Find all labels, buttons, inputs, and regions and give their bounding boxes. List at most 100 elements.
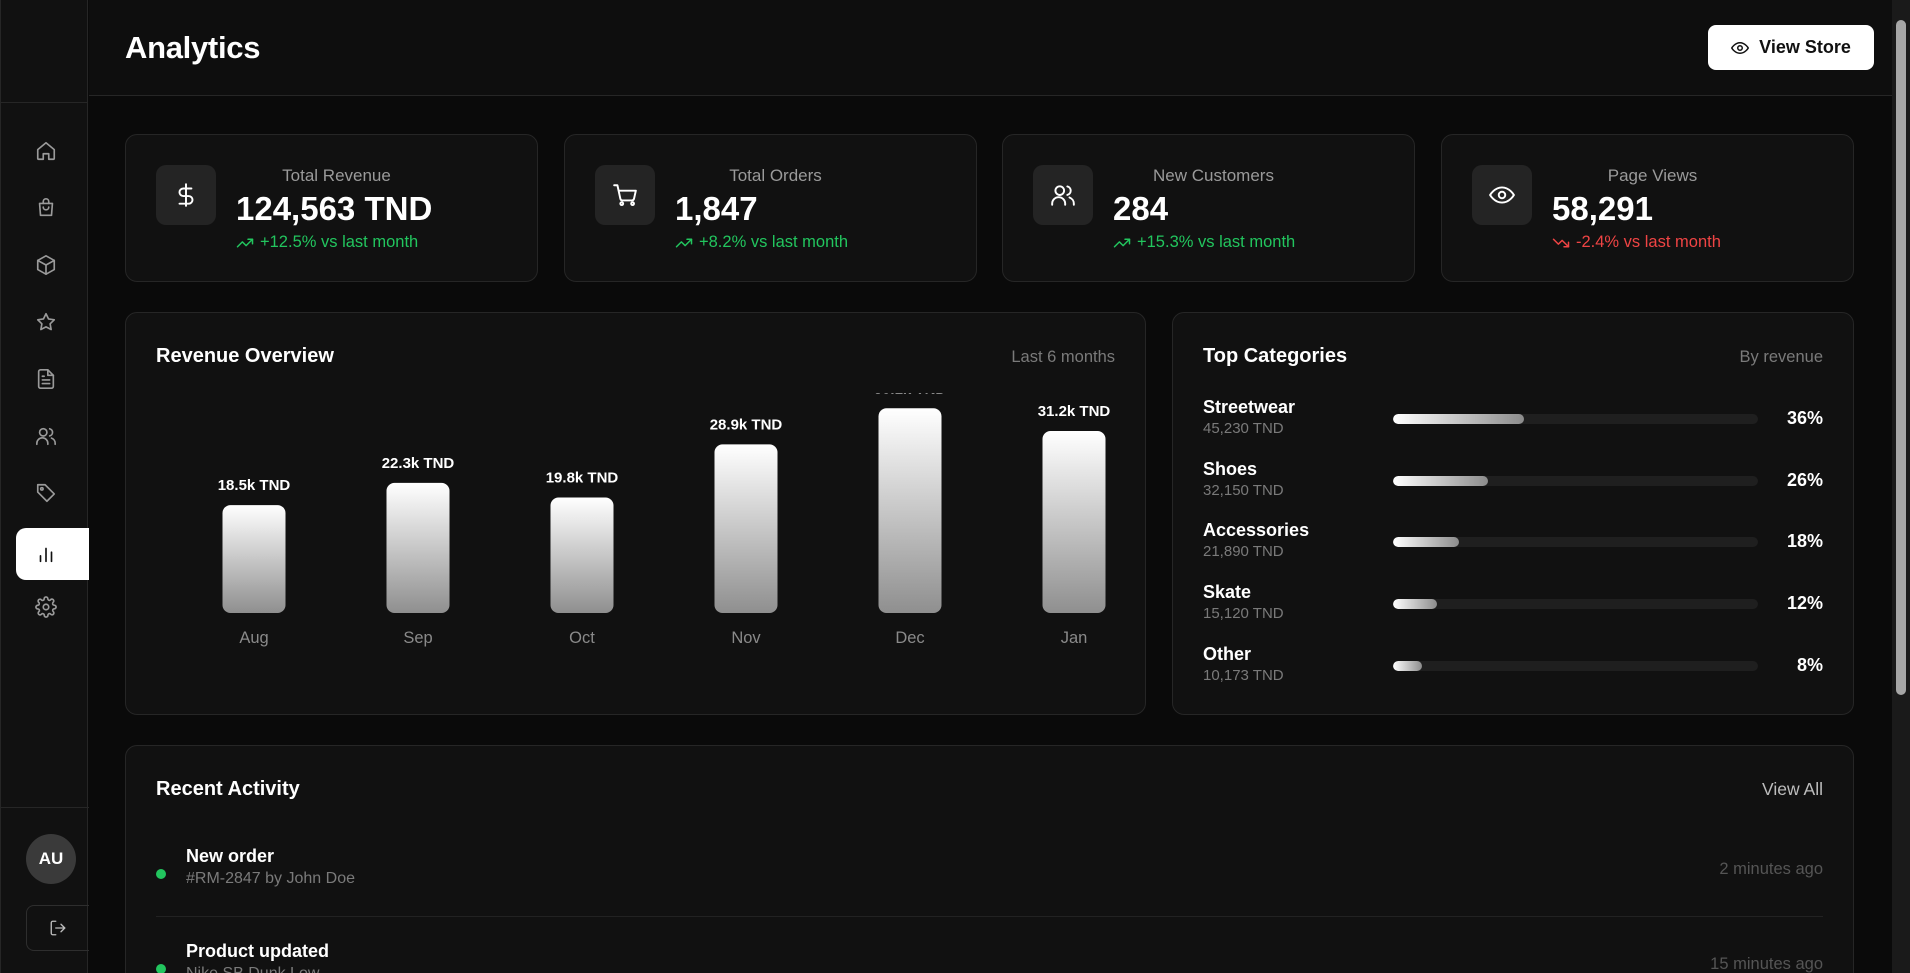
chart-bar-aug xyxy=(222,505,286,613)
sidebar: AU xyxy=(0,0,89,973)
chart-tick-label: Aug xyxy=(239,629,268,647)
sidebar-item-customers[interactable] xyxy=(16,410,89,462)
eye-icon xyxy=(1731,41,1750,54)
stat-card-page-views: Page Views 58,291 -2.4% vs last month xyxy=(1441,134,1854,282)
category-bar-fill xyxy=(1393,661,1423,671)
activity-time: 2 minutes ago xyxy=(1719,860,1823,878)
stat-icon-box xyxy=(156,165,216,225)
stat-change: +8.2% vs last month xyxy=(675,233,848,252)
category-name: Skate xyxy=(1203,582,1252,602)
activity-item[interactable]: Product updated Nike SB Dunk Low 15 minu… xyxy=(156,941,1823,973)
category-name: Shoes xyxy=(1203,459,1258,479)
category-amount: 45,230 TND xyxy=(1203,420,1284,437)
category-percent: 8% xyxy=(1796,655,1823,675)
tag-icon xyxy=(36,483,55,503)
category-amount: 32,150 TND xyxy=(1203,482,1284,499)
chart-data-label: 28.9k TND xyxy=(710,416,783,433)
sidebar-item-orders[interactable] xyxy=(16,182,89,234)
revenue-overview-panel: Revenue Overview Last 6 months 18.5k TND… xyxy=(125,312,1146,715)
chart-tick-label: Oct xyxy=(569,629,595,647)
category-row: Shoes 32,150 TND 26% xyxy=(1203,459,1823,507)
chart-data-label: 18.5k TND xyxy=(218,477,291,494)
chart-bar-nov xyxy=(714,444,778,613)
chart-data-label: 22.3k TND xyxy=(382,455,455,472)
chart-tick-label: Nov xyxy=(731,629,761,647)
status-dot xyxy=(156,869,166,879)
bar-chart-icon xyxy=(39,547,52,563)
activity-time: 15 minutes ago xyxy=(1710,955,1823,973)
stat-change-text: +12.5% vs last month xyxy=(260,233,419,251)
chart-tick-label: Sep xyxy=(403,629,432,647)
chart-bar-jan xyxy=(1042,431,1106,613)
chart-bar-dec xyxy=(878,408,942,613)
category-bar-track xyxy=(1393,414,1758,424)
category-amount: 15,120 TND xyxy=(1203,605,1284,622)
category-bar-track xyxy=(1393,661,1758,671)
category-bar-fill xyxy=(1393,414,1525,424)
stat-label: Total Revenue xyxy=(282,166,391,185)
chart-bar-sep xyxy=(386,482,450,613)
category-bar-fill xyxy=(1393,599,1437,609)
file-text-icon xyxy=(37,369,54,389)
category-bar-track xyxy=(1393,476,1758,486)
activity-title: Product updated xyxy=(186,941,329,961)
activity-item[interactable]: New order #RM-2847 by John Doe 2 minutes… xyxy=(156,846,1823,926)
scrollbar[interactable] xyxy=(1892,0,1910,973)
panel-title: Revenue Overview xyxy=(156,345,334,367)
shopping-bag-icon xyxy=(38,198,53,217)
category-bar-track xyxy=(1393,599,1758,609)
category-percent: 36% xyxy=(1786,408,1823,428)
panel-subtitle: Last 6 months xyxy=(1011,348,1115,366)
scrollbar-thumb[interactable] xyxy=(1896,20,1906,695)
sidebar-item-reviews[interactable] xyxy=(16,296,89,348)
chart-tick-label: Dec xyxy=(895,629,924,647)
sidebar-item-home[interactable] xyxy=(16,125,89,177)
category-row: Streetwear 45,230 TND 36% xyxy=(1203,397,1823,445)
settings-icon xyxy=(34,596,57,618)
logout-button[interactable] xyxy=(26,905,89,951)
category-amount: 10,173 TND xyxy=(1203,667,1284,684)
stat-change-text: +15.3% vs last month xyxy=(1137,233,1296,251)
sidebar-item-discounts[interactable] xyxy=(16,467,89,519)
users-icon xyxy=(1051,185,1075,206)
trending-up-icon xyxy=(675,238,693,247)
stat-card-revenue: Total Revenue 124,563 TND +12.5% vs last… xyxy=(125,134,538,282)
stat-change-text: -2.4% vs last month xyxy=(1576,233,1721,251)
stat-icon-box xyxy=(1472,165,1532,225)
category-row: Other 10,173 TND 8% xyxy=(1203,644,1823,692)
view-store-label: View Store xyxy=(1759,37,1851,57)
dollar-icon xyxy=(178,183,194,207)
sidebar-item-pages[interactable] xyxy=(16,353,89,405)
trending-up-icon xyxy=(236,238,254,247)
category-amount: 21,890 TND xyxy=(1203,543,1284,560)
stat-label: New Customers xyxy=(1153,166,1274,185)
recent-activity-panel: Recent Activity View All New order #RM-2… xyxy=(125,745,1854,973)
chart-bar-oct xyxy=(550,497,614,613)
sidebar-item-analytics[interactable] xyxy=(16,528,89,580)
category-name: Accessories xyxy=(1203,520,1310,540)
stat-label: Page Views xyxy=(1607,166,1698,185)
page-title: Analytics xyxy=(125,30,261,65)
sidebar-item-settings[interactable] xyxy=(16,581,89,633)
stat-change: +15.3% vs last month xyxy=(1113,233,1295,252)
revenue-chart-svg: 18.5k TND Aug 22.3k TND Sep 19.8k TND Oct 28.9… xyxy=(218,380,1111,647)
category-bar-fill xyxy=(1393,476,1488,486)
box-icon xyxy=(36,255,55,275)
stat-label: Total Orders xyxy=(729,166,822,185)
divider xyxy=(156,916,1823,917)
avatar[interactable]: AU xyxy=(26,834,76,884)
users-icon xyxy=(35,427,56,446)
status-dot xyxy=(156,964,166,973)
category-bar-track xyxy=(1393,537,1758,547)
trending-down-icon xyxy=(1552,238,1570,247)
category-percent: 12% xyxy=(1786,593,1823,613)
stat-value: 284 xyxy=(1113,190,1169,227)
sidebar-item-products[interactable] xyxy=(16,239,89,291)
view-all-link[interactable]: View All xyxy=(1762,779,1823,799)
home-icon xyxy=(36,141,55,161)
top-categories-panel: Top Categories By revenue Streetwear 45,… xyxy=(1172,312,1854,715)
view-store-button[interactable]: View Store xyxy=(1708,25,1874,70)
category-percent: 26% xyxy=(1786,470,1823,490)
cart-icon xyxy=(613,184,637,207)
panel-title: Top Categories xyxy=(1203,345,1348,367)
